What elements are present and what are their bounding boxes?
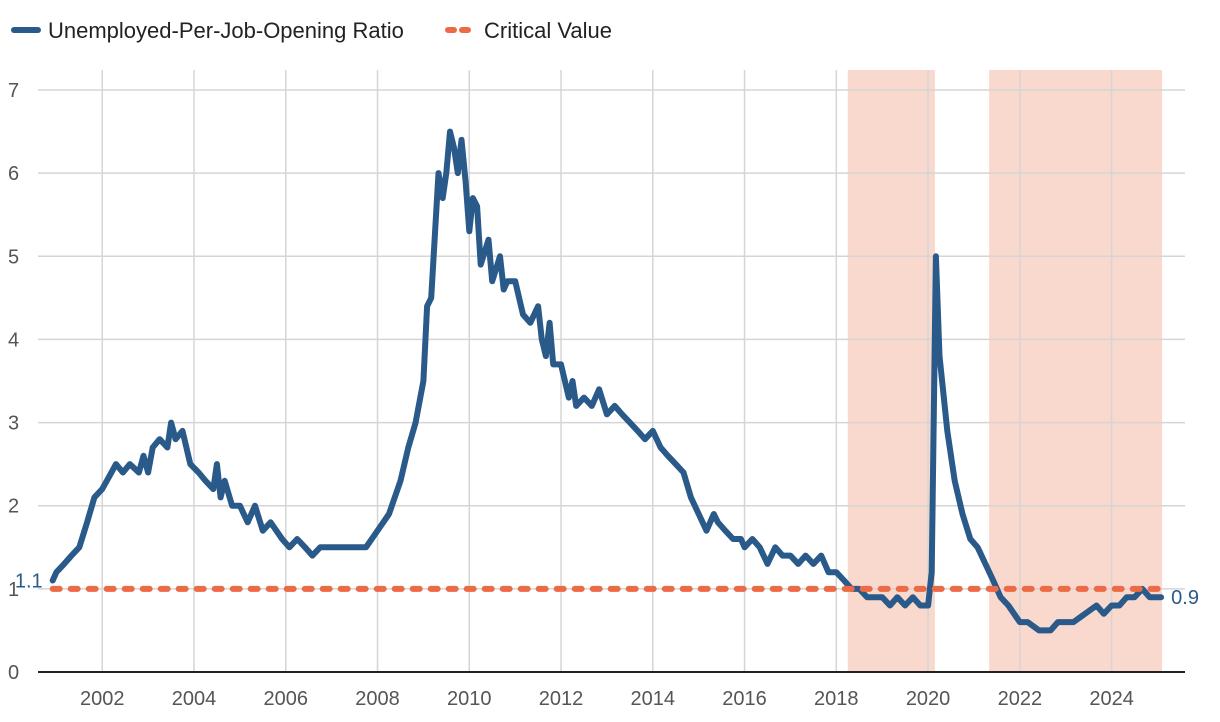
x-tick-label: 2024 [1089, 688, 1134, 710]
x-tick-label: 2008 [355, 688, 400, 710]
end-value-label: 0.9 [1171, 587, 1199, 609]
shaded-regions [847, 70, 1163, 672]
y-tick-label: 4 [8, 329, 19, 351]
x-tick-label: 2014 [631, 688, 676, 710]
shaded-period-2 [989, 70, 1163, 672]
legend-item-critical: Critical Value [445, 18, 612, 43]
legend-item-ratio: Unemployed-Per-Job-Opening Ratio [11, 18, 404, 43]
x-tick-label: 2020 [906, 688, 951, 710]
series-lines [49, 128, 1165, 634]
y-tick-label: 3 [8, 413, 19, 435]
ratio-line [49, 128, 1165, 634]
x-tick-label: 2018 [814, 688, 859, 710]
axes: 0 1 2 3 4 5 6 7 2002 2004 2006 2008 2010 2012 2014 2016… [8, 80, 1185, 710]
shaded-period-1 [847, 70, 935, 672]
x-tick-label: 2010 [447, 688, 492, 710]
y-tick-label: 2 [8, 496, 19, 518]
y-tick-label: 0 [8, 662, 19, 684]
x-tick-label: 2004 [172, 688, 217, 710]
legend-label-critical: Critical Value [484, 18, 612, 43]
legend-label-ratio: Unemployed-Per-Job-Opening Ratio [48, 18, 404, 43]
legend: Unemployed-Per-Job-Opening Ratio Critical… [11, 18, 612, 43]
y-tick-label: 6 [8, 163, 19, 185]
x-tick-label: 2022 [998, 688, 1043, 710]
data-labels: 1.1 0.9 [15, 571, 1199, 610]
start-value-label: 1.1 [15, 571, 43, 593]
x-tick-label: 2016 [722, 688, 767, 710]
x-tick-label: 2006 [264, 688, 309, 710]
y-tick-label: 7 [8, 80, 19, 102]
x-tick-label: 2012 [539, 688, 584, 710]
y-tick-label: 1 [8, 579, 19, 601]
x-tick-label: 2002 [80, 688, 125, 710]
y-tick-label: 5 [8, 246, 19, 268]
